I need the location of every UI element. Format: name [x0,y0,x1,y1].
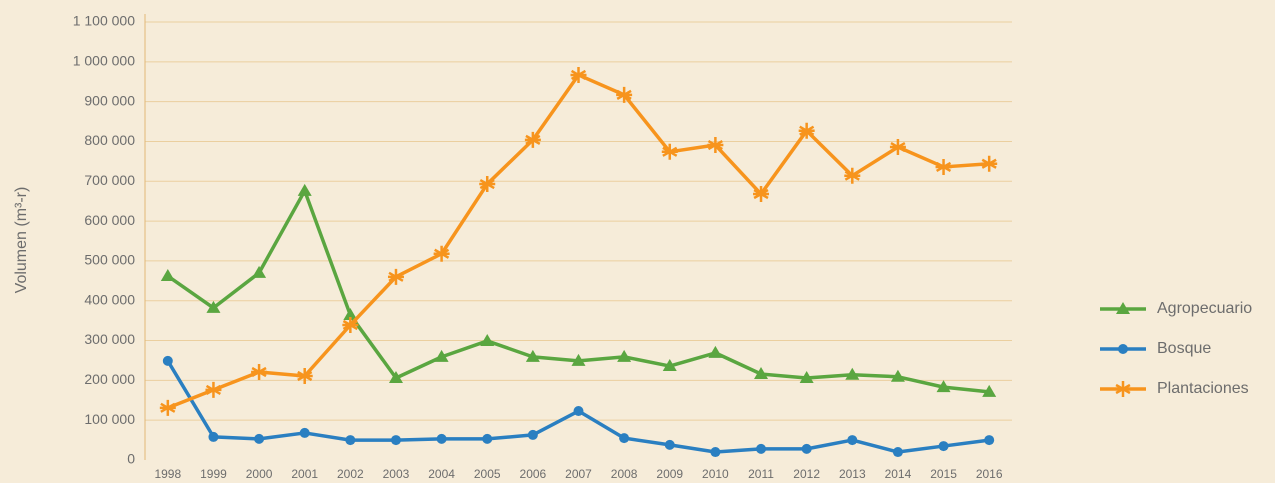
legend-marker [1115,381,1131,397]
y-tick-label: 600 000 [84,212,135,228]
point-marker [434,349,449,362]
point-marker [342,317,359,334]
point-marker [844,167,861,184]
point-marker [527,429,538,440]
y-tick-label: 1 000 000 [73,53,135,69]
y-tick-label: 1 100 000 [73,13,135,29]
point-marker [480,333,495,346]
x-tick-label: 2014 [885,467,912,481]
x-tick-label: 2002 [337,467,364,481]
point-marker [753,186,770,203]
point-marker [525,349,540,362]
point-marker [573,406,584,417]
point-marker [707,137,724,154]
y-tick-label: 300 000 [84,331,135,347]
point-marker [754,366,769,379]
point-marker [436,433,447,444]
point-marker [387,268,404,285]
y-tick-label: 400 000 [84,291,135,307]
point-marker [619,433,630,444]
point-marker [205,381,222,398]
point-marker [982,384,997,397]
point-marker [343,308,358,321]
point-marker [662,359,677,372]
x-tick-label: 2015 [930,467,957,481]
y-tick-label: 500 000 [84,252,135,268]
point-marker [345,435,356,446]
y-tick-label: 100 000 [84,411,135,427]
point-marker [571,353,586,366]
x-tick-label: 2000 [246,467,273,481]
point-marker [936,380,951,393]
x-tick-label: 2011 [748,467,774,481]
x-tick-label: 2008 [611,467,638,481]
point-marker [617,349,632,362]
x-tick-label: 2007 [565,467,592,481]
legend-label: Agropecuario [1157,300,1252,317]
x-tick-label: 2013 [839,467,866,481]
point-marker [388,370,403,383]
point-marker [159,399,176,416]
y-axis-label: Volumen (m³-r) [13,187,30,294]
point-marker [524,131,541,148]
point-marker [847,435,858,446]
x-tick-label: 2016 [976,467,1003,481]
point-marker [889,139,906,156]
point-marker [482,433,493,444]
point-marker [296,367,313,384]
x-tick-label: 2010 [702,467,729,481]
point-marker [479,176,496,193]
point-marker [206,300,221,313]
point-marker [160,269,175,282]
point-marker [254,433,265,444]
point-marker [390,435,401,446]
x-tick-label: 2005 [474,467,501,481]
point-marker [935,158,952,175]
point-marker [708,345,723,358]
legend-label: Bosque [1157,340,1211,357]
x-tick-label: 2004 [428,467,455,481]
legend-label: Plantaciones [1157,380,1249,397]
x-tick-label: 2003 [383,467,410,481]
y-tick-label: 700 000 [84,172,135,188]
point-marker [890,369,905,382]
point-marker [845,367,860,380]
x-tick-label: 1998 [154,467,181,481]
point-marker [799,370,814,383]
point-marker [710,447,721,458]
point-marker [297,183,312,196]
y-tick-label: 900 000 [84,92,135,108]
point-marker [664,439,675,450]
point-marker [984,435,995,446]
x-tick-label: 2009 [656,467,683,481]
point-marker [162,355,173,366]
point-marker [570,66,587,83]
x-tick-label: 1999 [200,467,227,481]
y-tick-label: 200 000 [84,371,135,387]
point-marker [892,447,903,458]
y-tick-label: 0 [127,451,135,467]
point-marker [661,143,678,160]
point-marker [433,245,450,262]
point-marker [252,265,267,278]
point-marker [251,364,268,381]
point-marker [299,427,310,438]
x-tick-label: 2006 [520,467,547,481]
point-marker [981,155,998,172]
legend-marker [1118,344,1128,354]
x-tick-label: 2012 [793,467,820,481]
point-marker [616,86,633,103]
point-marker [938,441,949,452]
x-tick-label: 2001 [291,467,318,481]
point-marker [756,443,767,454]
y-tick-label: 800 000 [84,132,135,148]
point-marker [798,122,815,139]
legend-marker [1116,302,1130,314]
point-marker [208,431,219,442]
point-marker [801,443,812,454]
